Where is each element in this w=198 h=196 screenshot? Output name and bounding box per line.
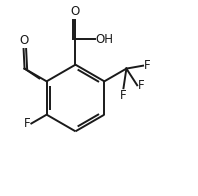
Text: OH: OH xyxy=(96,33,114,46)
Text: O: O xyxy=(71,5,80,18)
Text: F: F xyxy=(144,59,150,72)
Text: F: F xyxy=(138,79,145,92)
Text: O: O xyxy=(19,34,28,47)
Text: F: F xyxy=(24,117,30,130)
Text: F: F xyxy=(120,89,127,102)
